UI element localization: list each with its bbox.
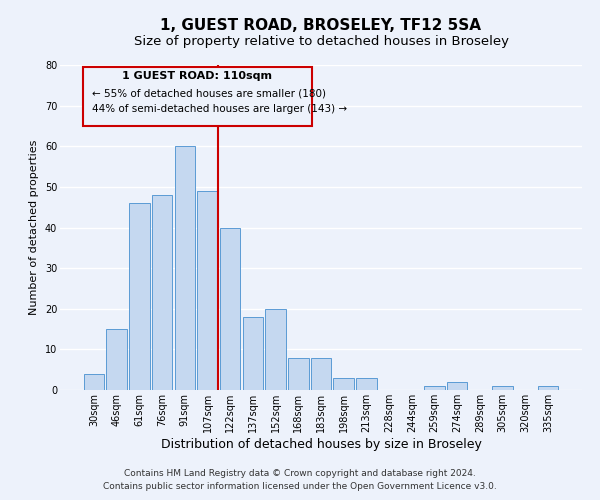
Text: Size of property relative to detached houses in Broseley: Size of property relative to detached ho… bbox=[133, 35, 509, 48]
Bar bbox=[538, 386, 558, 390]
Bar bbox=[356, 378, 377, 390]
Bar bbox=[129, 203, 149, 390]
Bar bbox=[334, 378, 354, 390]
FancyBboxPatch shape bbox=[83, 67, 312, 126]
Text: 1, GUEST ROAD, BROSELEY, TF12 5SA: 1, GUEST ROAD, BROSELEY, TF12 5SA bbox=[161, 18, 482, 32]
Bar bbox=[197, 191, 218, 390]
Text: 44% of semi-detached houses are larger (143) →: 44% of semi-detached houses are larger (… bbox=[92, 104, 347, 115]
Bar bbox=[106, 329, 127, 390]
Bar bbox=[311, 358, 331, 390]
Bar bbox=[493, 386, 513, 390]
Bar bbox=[152, 195, 172, 390]
Text: Contains public sector information licensed under the Open Government Licence v3: Contains public sector information licen… bbox=[103, 482, 497, 491]
Bar bbox=[242, 317, 263, 390]
Text: ← 55% of detached houses are smaller (180): ← 55% of detached houses are smaller (18… bbox=[92, 88, 326, 98]
Bar bbox=[265, 308, 286, 390]
Y-axis label: Number of detached properties: Number of detached properties bbox=[29, 140, 39, 315]
Bar bbox=[175, 146, 195, 390]
Bar bbox=[424, 386, 445, 390]
Text: 1 GUEST ROAD: 110sqm: 1 GUEST ROAD: 110sqm bbox=[122, 71, 272, 81]
Bar bbox=[288, 358, 308, 390]
Bar bbox=[84, 374, 104, 390]
X-axis label: Distribution of detached houses by size in Broseley: Distribution of detached houses by size … bbox=[161, 438, 481, 450]
Bar bbox=[220, 228, 241, 390]
Bar bbox=[447, 382, 467, 390]
Text: Contains HM Land Registry data © Crown copyright and database right 2024.: Contains HM Land Registry data © Crown c… bbox=[124, 468, 476, 477]
